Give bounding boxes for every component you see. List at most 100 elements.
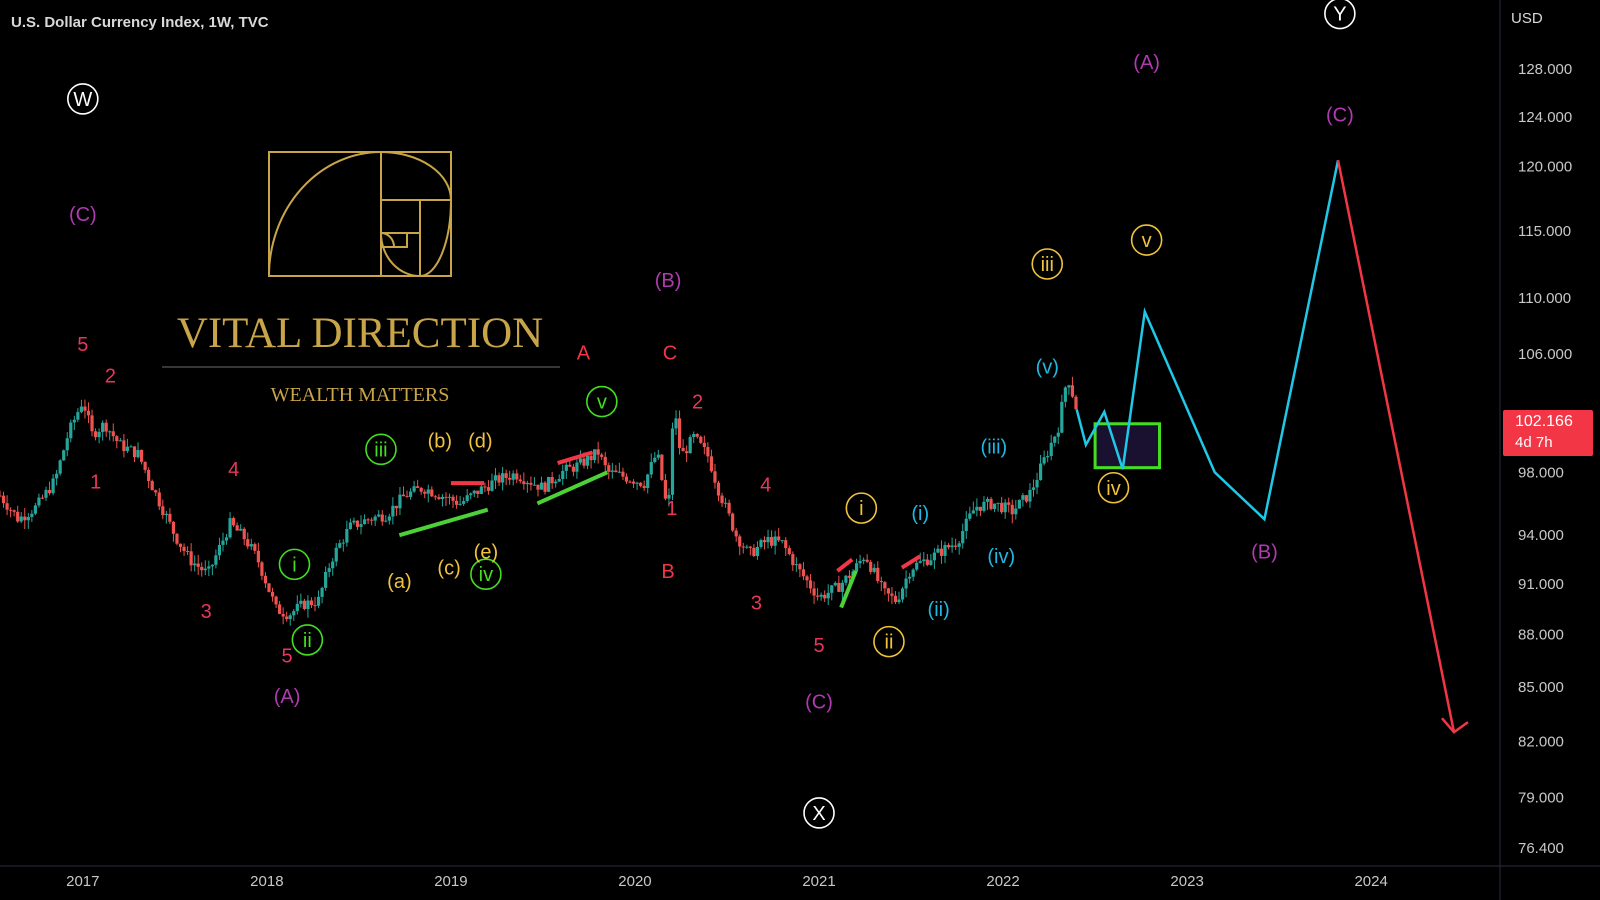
candle-body: [748, 546, 752, 548]
candle-body: [164, 513, 168, 516]
candle-body: [341, 542, 345, 544]
candle-body: [136, 449, 140, 458]
symbol-title[interactable]: U.S. Dollar Currency Index, 1W, TVC: [11, 14, 269, 31]
wave-label: (iv): [987, 546, 1015, 568]
candle-body: [798, 564, 802, 570]
candle-body: [500, 473, 505, 483]
wave-label: X: [812, 803, 825, 825]
candle-body: [391, 505, 395, 517]
projection-down-path: [1336, 160, 1456, 733]
price-axis[interactable]: 128.000 124.000 120.000 115.000 110.000 106.0…: [1518, 61, 1572, 857]
currency-label[interactable]: USD: [1511, 10, 1543, 27]
candle-body: [631, 481, 636, 484]
candle-body: [1056, 432, 1060, 437]
candle-body: [830, 585, 834, 593]
candle-body: [610, 470, 614, 472]
candle-body: [801, 569, 806, 577]
candle-body: [975, 506, 979, 511]
candle-body: [408, 491, 413, 497]
projection: [1075, 160, 1469, 734]
candle-body: [472, 490, 476, 494]
candle-body: [352, 520, 356, 523]
candle-body: [281, 613, 285, 617]
candle-body: [1035, 479, 1039, 488]
wave-label: ii: [885, 632, 894, 654]
wave-label-circle: [278, 548, 311, 581]
candle-body: [900, 588, 905, 600]
candle-body: [154, 490, 158, 493]
candle-body: [433, 496, 437, 498]
candle-body: [79, 406, 84, 413]
wave-label: A: [577, 342, 591, 364]
candle-body: [692, 434, 696, 438]
candle-body: [394, 505, 399, 509]
candle-body: [571, 466, 575, 472]
candle-body: [306, 600, 310, 610]
candle-body: [426, 489, 430, 494]
candle-body: [908, 576, 912, 579]
candle-body: [617, 471, 621, 473]
candle-body: [189, 551, 193, 566]
candle-body: [1042, 457, 1046, 464]
candle-body: [267, 583, 271, 592]
candle-body: [614, 470, 618, 473]
wave-label: (A): [274, 686, 301, 708]
trendline: [398, 507, 489, 538]
candle-body: [405, 496, 409, 498]
candle-body: [288, 615, 292, 620]
candle-body: [709, 456, 714, 472]
wave-label: B: [661, 561, 674, 583]
candle-body: [762, 540, 767, 543]
candle-body: [922, 559, 926, 562]
wave-label: 1: [90, 472, 101, 494]
candle-body: [299, 600, 303, 604]
candle-body: [221, 540, 225, 545]
candle-body: [1060, 401, 1064, 433]
candle-body: [518, 479, 522, 482]
candle-body: [161, 506, 165, 516]
candle-body: [1070, 385, 1075, 397]
wave-label: 5: [282, 645, 293, 667]
candle-body: [416, 486, 420, 488]
wave-label: (iii): [981, 436, 1008, 458]
candle-body: [575, 462, 579, 472]
candle-body: [497, 475, 501, 483]
candle-body: [954, 545, 958, 547]
candle-body: [833, 582, 837, 586]
candle-body: [200, 566, 204, 571]
candle-body: [1031, 487, 1036, 490]
candle-body: [656, 454, 660, 458]
wave-label: (a): [387, 571, 411, 593]
candle-body: [504, 473, 508, 478]
price-series[interactable]: [0, 376, 1078, 626]
candle-body: [879, 580, 883, 583]
candle-body: [366, 519, 370, 521]
candle-body: [380, 514, 384, 522]
candle-body: [663, 480, 668, 499]
candle-body: [483, 486, 487, 488]
wave-label: Y: [1333, 4, 1346, 26]
candle-body: [695, 434, 699, 437]
y-tick-label: 94.000: [1518, 527, 1564, 544]
candle-body: [578, 458, 583, 463]
candle-body: [593, 449, 597, 461]
candle-body: [1000, 502, 1004, 513]
time-axis[interactable]: 2017 2018 2019 2020 2021 2022 2023 2024: [66, 873, 1388, 890]
candle-body: [681, 447, 685, 452]
candle-body: [816, 595, 820, 597]
wave-label-circle: [586, 385, 618, 418]
y-tick-label: 120.000: [1518, 159, 1572, 176]
candle-body: [589, 455, 593, 461]
candle-body: [596, 449, 600, 455]
y-tick-label: 82.000: [1518, 733, 1564, 750]
candle-body: [755, 546, 760, 556]
candle-body: [1046, 456, 1050, 458]
candle-body: [437, 497, 441, 500]
projection-arrowhead: [1441, 717, 1469, 734]
y-tick-label: 76.400: [1518, 840, 1564, 857]
candle-body: [493, 475, 498, 481]
candle-body: [561, 470, 565, 479]
candle-body: [766, 536, 770, 543]
candle-body: [950, 545, 954, 548]
